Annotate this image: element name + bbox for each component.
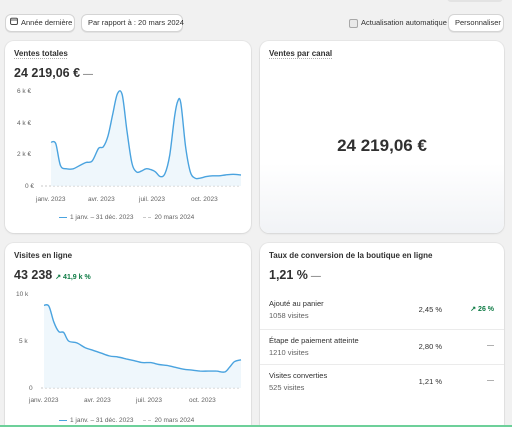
row-percent: 2,45 % [418,305,442,314]
x-tick-label: janv. 2023 [28,397,59,404]
row-visits: 1058 visites [269,311,309,320]
funnel-row-added-to-cart: Ajouté au panier 1058 visites 2,45 % ↗ 2… [260,293,504,329]
total-sales-value: 24 219,06 € — [14,66,93,80]
visits-area [44,304,241,388]
sales-chart: 6 k € 4 k € 2 k € 0 € janv. 2023 avr. 20… [17,88,242,203]
x-tick-label: juil. 2023 [138,196,165,203]
x-tick-label: juil. 2023 [135,397,162,404]
conversion-change: — [310,271,321,282]
customize-button[interactable]: Personnaliser [448,14,504,32]
legend-swatch-current [59,216,67,218]
calendar-icon [10,15,18,31]
funnel-row-checkout-reached: Étape de paiement atteinte 1210 visites … [260,329,504,365]
y-tick-label: 0 € [25,183,34,190]
y-tick-label: 2 k € [17,151,31,158]
x-tick-label: avr. 2023 [84,397,111,404]
total-sales-card: Ventes totales 24 219,06 € — 6 k € 4 k € … [5,41,251,233]
status-strip [0,425,512,427]
visits-delta-badge: ↗ 41,9 k % [55,274,91,281]
row-change: ↗ 26 % [470,306,494,313]
sales-area [51,90,241,186]
legend-swatch-current [59,419,67,421]
legend-compare: 20 mars 2024 [154,417,195,424]
legend-current: 1 janv. – 31 déc. 2023 [70,214,134,221]
row-percent: 1,21 % [418,377,442,386]
row-change: — [487,342,494,349]
legend-swatch-compare [143,216,152,218]
card-title[interactable]: Ventes totales [14,49,68,58]
legend-compare: 20 mars 2024 [154,214,195,221]
card-title[interactable]: Ventes par canal [269,49,333,58]
row-label: Ajouté au panier [269,299,324,308]
sales-series-line [50,90,242,180]
header-button-stub [447,0,503,2]
visits-value: 43 238 ↗ 41,9 k % [14,268,91,282]
auto-refresh-label: Actualisation automatique [361,18,447,27]
sales-by-channel-card: Ventes par canal 24 219,06 € [260,41,504,233]
card-title: Taux de conversion de la boutique en lig… [269,251,433,260]
sales-amount: 24 219,06 € [14,66,81,80]
x-tick-label: oct. 2023 [189,397,216,404]
toolbar: Année dernière Par rapport à : 20 mars 2… [0,14,512,34]
funnel-row-converted: Visites converties 525 visites 1,21 % — [260,364,504,400]
card-title: Visites en ligne [14,251,73,260]
empty-chart-area [260,163,504,233]
legend-swatch-compare [143,419,152,421]
y-tick-label: 6 k € [17,88,31,95]
date-range-button[interactable]: Année dernière [5,14,75,32]
row-visits: 525 visites [269,383,305,392]
row-label: Étape de paiement atteinte [269,336,359,345]
visits-series-line [43,304,242,373]
row-visits: 1210 visites [269,348,309,357]
visits-legend: 1 janv. – 31 déc. 2023 20 mars 2024 [59,417,194,424]
visits-chart: 10 k 5 k 0 janv. 2023 avr. 2023 juil. 20… [16,291,242,404]
y-tick-label: 4 k € [17,120,31,127]
conversion-rate-value: 1,21 % — [269,268,321,282]
sales-change: — [83,69,94,80]
y-tick-label: 10 k [16,291,29,298]
x-tick-label: avr. 2023 [88,196,115,203]
conversion-rate-card: Taux de conversion de la boutique en lig… [260,243,504,427]
y-tick-label: 5 k [19,338,28,345]
x-tick-label: oct. 2023 [191,196,218,203]
conversion-rate: 1,21 % [269,268,308,282]
compare-button[interactable]: Par rapport à : 20 mars 2024 [81,14,184,32]
x-tick-label: janv. 2023 [35,196,66,203]
y-tick-label: 0 [29,385,33,392]
legend-current: 1 janv. – 31 déc. 2023 [70,417,134,424]
auto-refresh-toggle[interactable]: Actualisation automatique [349,18,447,28]
row-change: — [487,377,494,384]
sales-legend: 1 janv. – 31 déc. 2023 20 mars 2024 [59,214,194,221]
channel-total-value: 24 219,06 € [337,136,427,155]
online-visits-card: Visites en ligne 43 238 ↗ 41,9 k % 10 k 5… [5,243,251,427]
auto-refresh-checkbox[interactable] [349,18,358,28]
visits-count: 43 238 [14,268,53,282]
date-range-label: Année dernière [21,18,73,27]
row-percent: 2,80 % [418,342,442,351]
row-label: Visites converties [269,371,328,380]
